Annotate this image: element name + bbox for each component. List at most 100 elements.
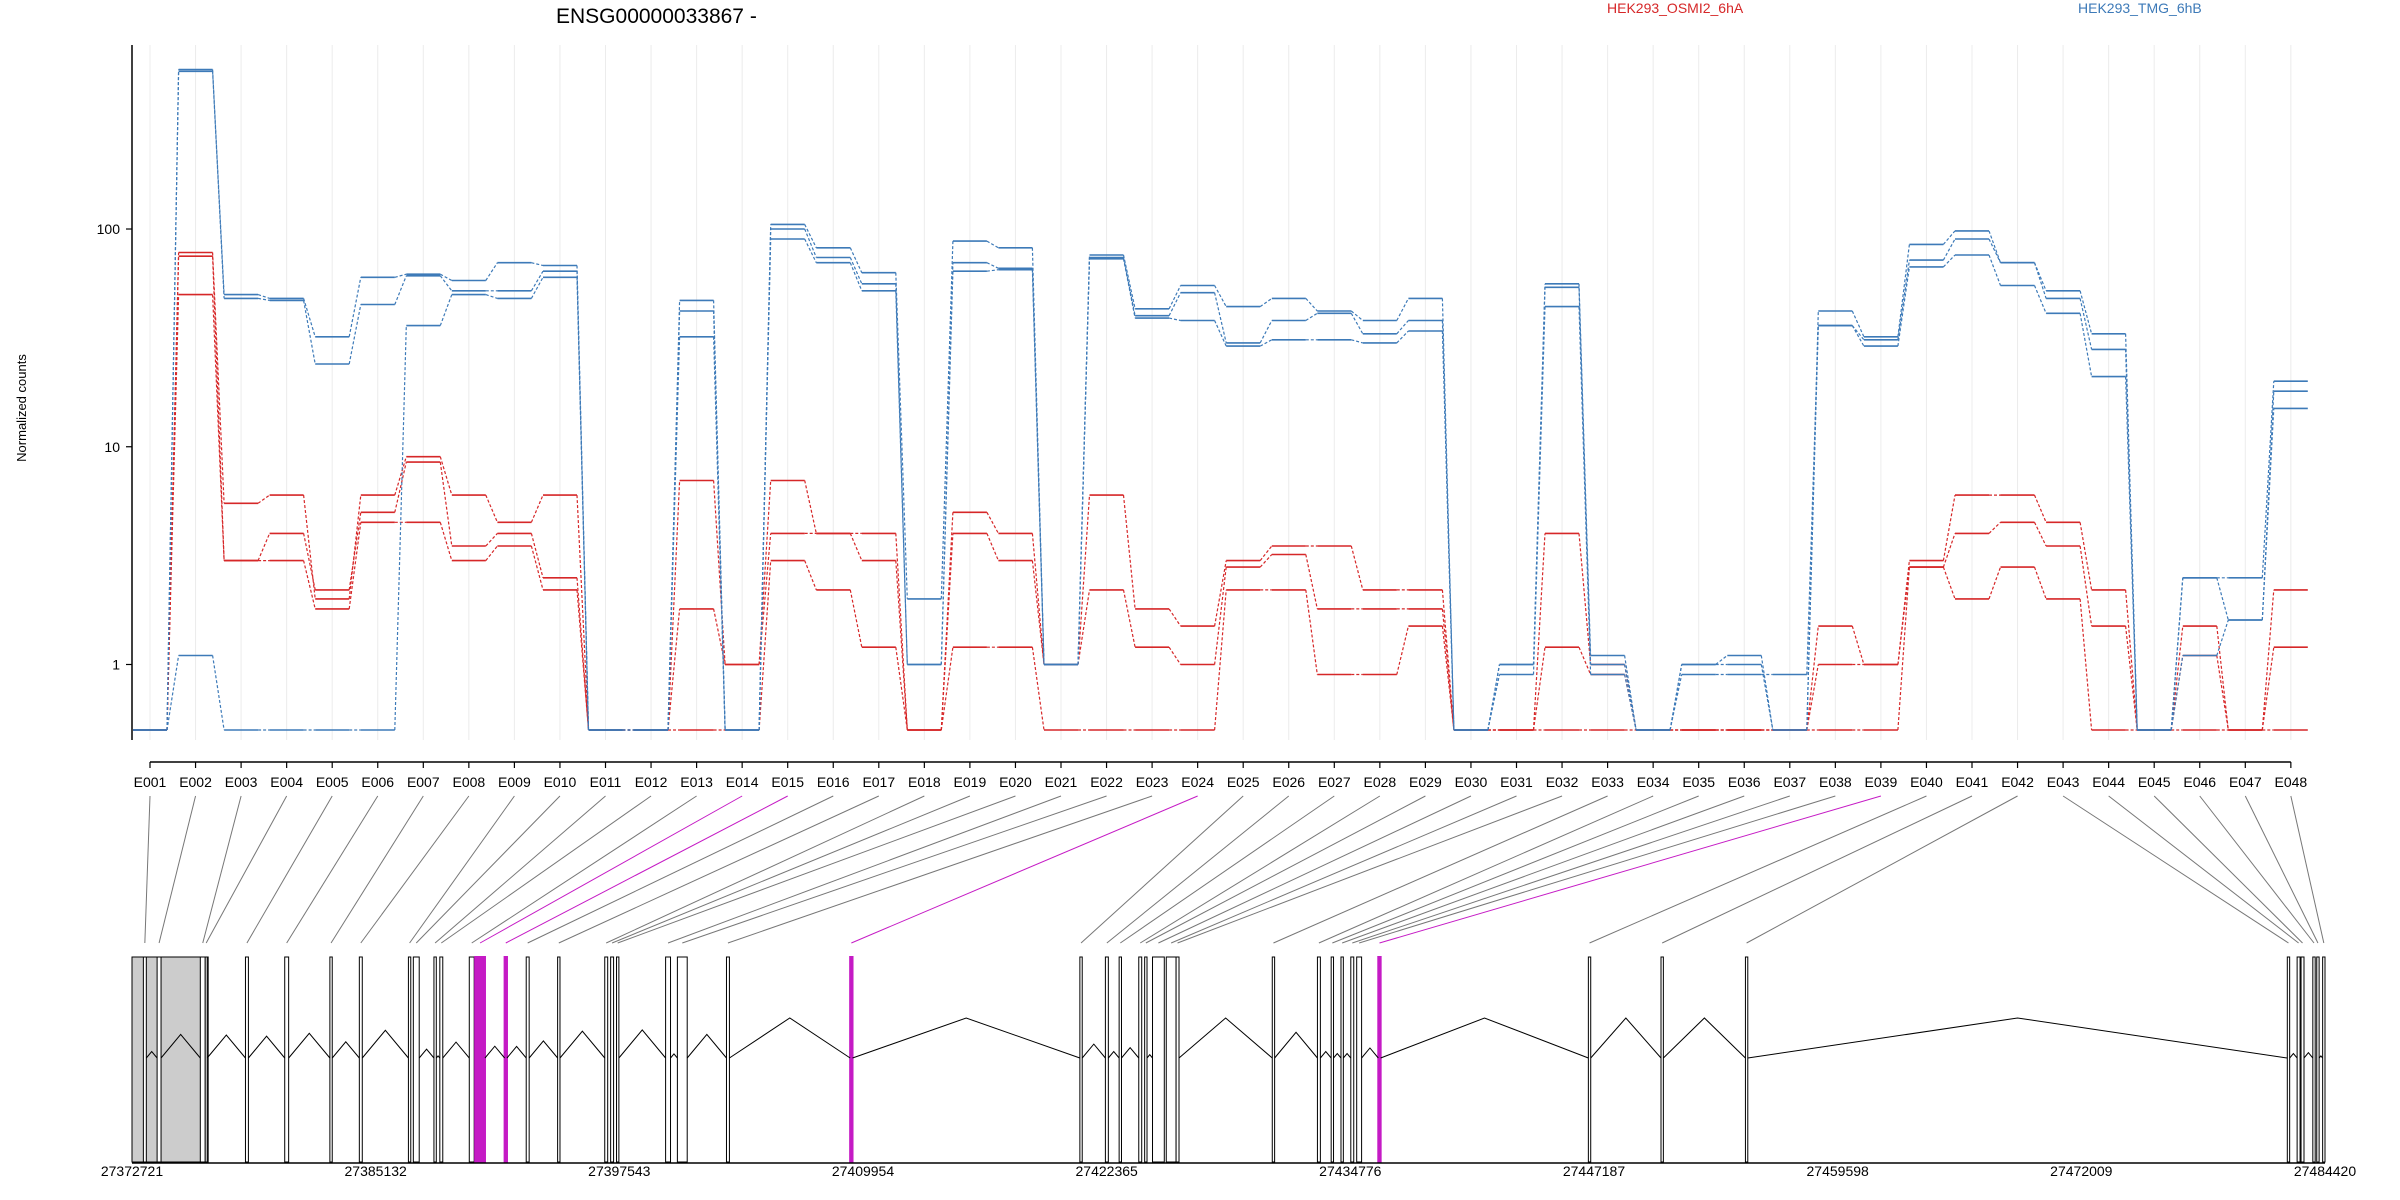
series-solid-segments <box>133 68 2308 731</box>
connector-E034 <box>1318 795 1654 944</box>
series-dashed-connectors <box>166 294 2274 731</box>
exon-box-E047 <box>2316 956 2320 1163</box>
x-tick-label-E025: E025 <box>1227 774 1260 790</box>
connector-E029 <box>1145 795 1426 944</box>
x-tick-label-E008: E008 <box>452 774 485 790</box>
connector-E008 <box>360 795 470 944</box>
x-tick-label-E011: E011 <box>590 774 622 790</box>
intron-line <box>1590 1017 1662 1059</box>
connector-E042 <box>1746 795 2018 944</box>
exon-box-E037 <box>1350 956 1355 1163</box>
x-tick-label-E016: E016 <box>817 774 850 790</box>
exon-box-E043 <box>2286 956 2291 1163</box>
x-tick-label-E027: E027 <box>1318 774 1351 790</box>
exon-box-E042 <box>1744 956 1749 1163</box>
coordinate-tick-label: 27484420 <box>2294 1163 2357 1179</box>
intron-line <box>288 1032 331 1059</box>
exon-box-E006 <box>284 956 290 1163</box>
intron-line <box>1361 1047 1379 1059</box>
coordinate-tick-label: 27385132 <box>345 1163 408 1179</box>
intron-line <box>1274 1031 1318 1059</box>
connector-E001 <box>144 795 151 944</box>
intron-line <box>1121 1046 1140 1059</box>
connector-E019 <box>611 795 971 944</box>
exon-box-E011 <box>433 956 437 1163</box>
intron-line <box>418 1048 435 1059</box>
connector-E040 <box>1589 795 1927 944</box>
exon-box-E010 <box>412 956 420 1163</box>
connector-E007 <box>330 795 424 944</box>
connector-E027 <box>1120 795 1335 944</box>
intron-line <box>248 1035 286 1059</box>
x-tick-label-E004: E004 <box>270 774 303 790</box>
x-tick-label-E040: E040 <box>1910 774 1943 790</box>
exon-box-E009 <box>407 956 412 1163</box>
connector-E016 <box>527 795 834 944</box>
connector-E024 <box>851 795 1198 944</box>
connector-E039 <box>1379 795 1882 944</box>
exon-box-E007 <box>329 956 333 1163</box>
x-tick-label-E023: E023 <box>1136 774 1169 790</box>
intron-line <box>2303 1051 2314 1059</box>
connector-E025 <box>1080 795 1244 944</box>
coordinate-tick-label: 27434776 <box>1319 1163 1382 1179</box>
exon-box-E040 <box>1587 956 1592 1163</box>
intron-line <box>1342 1052 1352 1059</box>
x-tick-label-E033: E033 <box>1591 774 1624 790</box>
exon-box-E015 <box>503 956 508 1163</box>
exon-box-E017 <box>557 956 561 1163</box>
connector-E048 <box>2290 795 2325 944</box>
y-tick-label: 100 <box>97 221 121 237</box>
exon-box-E016 <box>525 956 530 1163</box>
connector-E004 <box>205 795 288 944</box>
exon-box-E034 <box>1316 956 1321 1163</box>
x-tick-label-E005: E005 <box>316 774 349 790</box>
exon-box-E002 <box>156 956 162 1163</box>
connector-E011 <box>434 795 606 944</box>
connector-E041 <box>1661 795 1973 944</box>
x-tick-label-E046: E046 <box>2183 774 2216 790</box>
x-tick-label-E024: E024 <box>1181 774 1214 790</box>
exon-box-E022 <box>676 956 688 1163</box>
coordinate-tick-label: 27372721 <box>101 1163 164 1179</box>
x-tick-label-E006: E006 <box>361 774 394 790</box>
connector-E032 <box>1177 795 1563 944</box>
intron-line <box>2318 1055 2324 1059</box>
x-tick-label-E003: E003 <box>225 774 258 790</box>
exon-box-E019 <box>610 956 615 1163</box>
exon-box-E013 <box>468 956 475 1163</box>
x-tick-label-E018: E018 <box>908 774 941 790</box>
chart-title: ENSG00000033867 - <box>556 5 757 28</box>
intron-line <box>1380 1017 1589 1059</box>
x-tick-label-E038: E038 <box>1819 774 1852 790</box>
x-tick-label-E044: E044 <box>2092 774 2125 790</box>
coordinate-tick-label: 27422365 <box>1076 1163 1139 1179</box>
x-tick-label-E002: E002 <box>179 774 212 790</box>
exon-box-E004 <box>204 956 208 1163</box>
series-blue-5 <box>133 70 2308 731</box>
connector-E005 <box>246 795 333 944</box>
exon-box-E020 <box>616 956 620 1163</box>
connector-E031 <box>1170 795 1517 944</box>
intron-line <box>206 1034 246 1059</box>
intron-line <box>435 1055 441 1059</box>
exon-box-E021 <box>665 956 672 1163</box>
exon-box-E012 <box>439 956 444 1163</box>
intron-line <box>1747 1017 2288 1059</box>
intron-line <box>686 1033 727 1059</box>
intron-line <box>145 1050 158 1059</box>
x-tick-label-E032: E032 <box>1546 774 1579 790</box>
x-tick-label-E043: E043 <box>2047 774 2080 790</box>
x-tick-label-E041: E041 <box>1956 774 1989 790</box>
x-tick-label-E034: E034 <box>1637 774 1670 790</box>
x-tick-label-E020: E020 <box>999 774 1032 790</box>
connector-E047 <box>2244 795 2319 944</box>
legend-label-red: HEK293_OSMI2_6hA <box>1607 0 1744 16</box>
exon-box-E029 <box>1144 956 1148 1163</box>
intron-line <box>331 1040 360 1059</box>
exon-box-E032 <box>1175 956 1180 1163</box>
connector-E022 <box>682 795 1107 944</box>
coordinate-tick-label: 27459598 <box>1807 1163 1870 1179</box>
exon-box-E041 <box>1660 956 1664 1163</box>
